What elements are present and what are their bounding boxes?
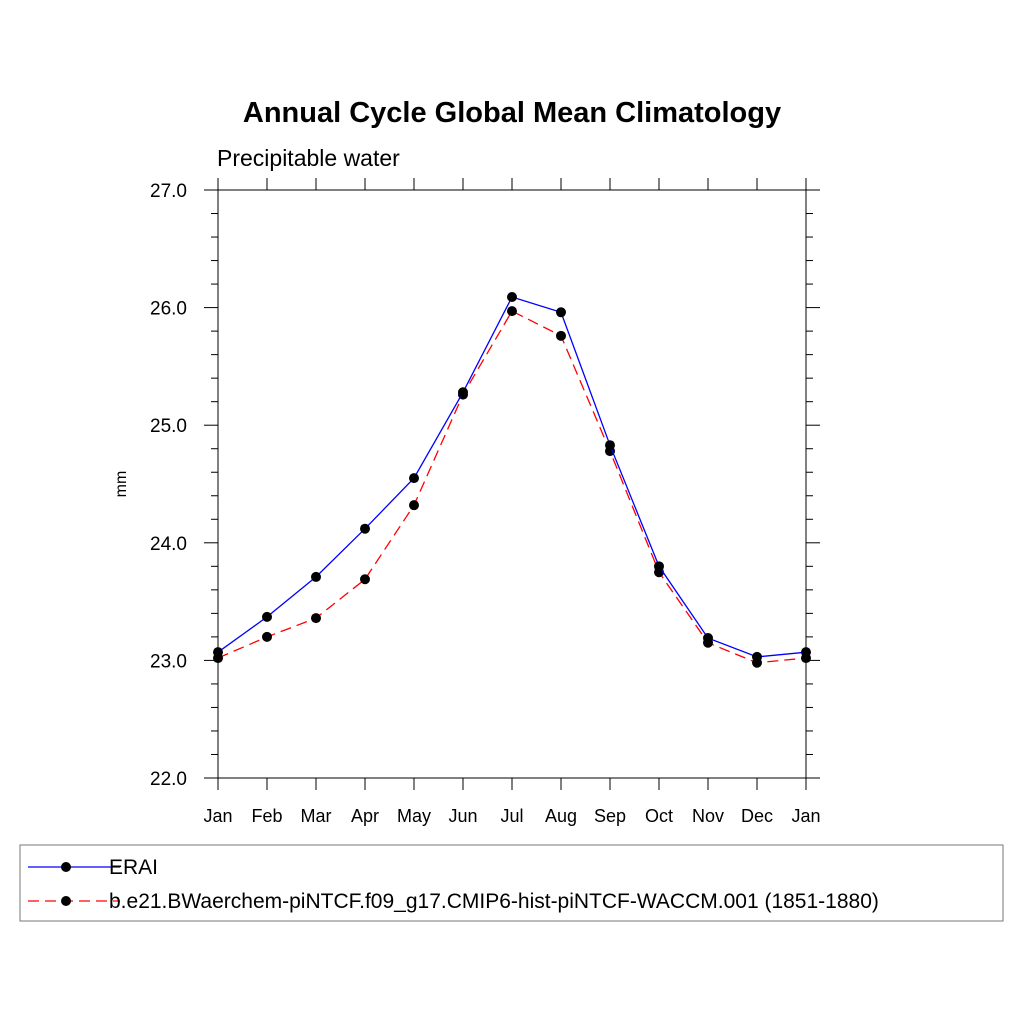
y-tick-label: 22.0: [150, 769, 187, 790]
plot-area: 22.0 23.0 24.0 25.0 26.0 27.0 Jan Feb Mar Apr May J…: [150, 178, 821, 826]
y-tick-label: 24.0: [150, 534, 187, 555]
series-1-point: [360, 574, 370, 585]
x-tick-label: May: [397, 806, 431, 826]
series-0-point: [703, 633, 713, 644]
series-0-point: [262, 611, 272, 622]
series-line-0: [217, 296, 807, 658]
series-0-point: [213, 647, 223, 658]
x-tick-label: Jan: [791, 806, 820, 826]
y-tick-label: 23.0: [150, 651, 187, 672]
legend: ERAI b.e21.BWaerchem-piNTCF.f09_g17.CMIP6…: [19, 844, 1004, 922]
x-tick-label: Jun: [448, 806, 477, 826]
series-0-point: [409, 473, 419, 484]
series-0-point: [311, 571, 321, 582]
series-0-point: [360, 523, 370, 534]
series-1-point: [311, 613, 321, 624]
series-1-point: [507, 306, 517, 317]
x-tick-label: Mar: [301, 806, 332, 826]
y-tick-label: 27.0: [150, 181, 187, 202]
series-1-point: [556, 330, 566, 341]
x-tick-label: Aug: [545, 806, 577, 826]
legend-marker-0: [61, 862, 71, 872]
series-0-point: [752, 651, 762, 662]
x-tick-label: Oct: [645, 806, 673, 826]
series-0-point: [507, 292, 517, 303]
x-tick-label: Jul: [500, 806, 523, 826]
x-tick-label: Dec: [741, 806, 773, 826]
series-0-point: [605, 440, 615, 451]
series-0-point: [458, 387, 468, 398]
x-tick-label: Sep: [594, 806, 626, 826]
series-0-point: [556, 307, 566, 318]
legend-label-0: ERAI: [109, 856, 158, 879]
y-axis-label: mm: [113, 471, 130, 498]
legend-label-1: b.e21.BWaerchem-piNTCF.f09_g17.CMIP6-his…: [109, 890, 879, 913]
x-tick-label: Feb: [251, 806, 282, 826]
y-tick-label: 26.0: [150, 299, 187, 320]
legend-marker-1: [61, 896, 71, 906]
chart-subtitle: Precipitable water: [217, 145, 400, 171]
chart-title: Annual Cycle Global Mean Climatology: [243, 97, 781, 129]
legend-box: [19, 844, 1004, 922]
x-tick-label: Nov: [692, 806, 724, 826]
plot-frame: [217, 189, 807, 779]
x-tick-label: Apr: [351, 806, 379, 826]
x-tick-label: Jan: [203, 806, 232, 826]
series-line-1: [217, 310, 807, 664]
series-1-point: [262, 631, 272, 642]
y-tick-label: 25.0: [150, 416, 187, 437]
series-0-point: [654, 561, 664, 572]
series-1-point: [409, 500, 419, 511]
series-0-point: [801, 647, 811, 658]
